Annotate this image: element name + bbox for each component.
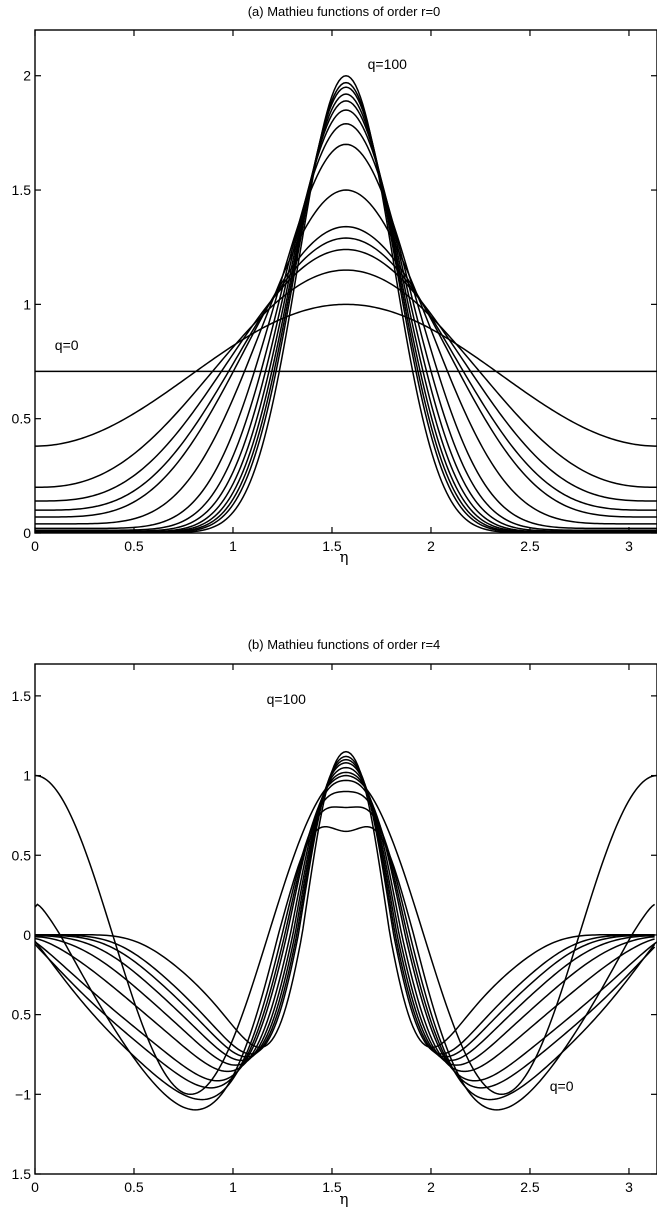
chart-b-ytick-label: 0.5 xyxy=(12,1007,32,1023)
chart-a-xlabel: η xyxy=(340,548,349,566)
chart-a-ytick-label: 2 xyxy=(23,68,31,84)
chart-b-title: (b) Mathieu functions of order r=4 xyxy=(248,637,441,652)
chart-b-xtick-label: 0.5 xyxy=(124,1179,144,1195)
chart-b-series-q40 xyxy=(35,766,655,1066)
chart-a-curves xyxy=(35,74,657,533)
chart-b-annotation: q=0 xyxy=(550,1078,574,1094)
chart-a-series-q70 xyxy=(35,86,657,533)
chart-a-xtick-label: 2.5 xyxy=(520,538,540,554)
panel-a: (a) Mathieu functions of order r=0 η 0 0.… xyxy=(12,4,657,566)
chart-a-series-q40 xyxy=(35,109,657,532)
chart-b-ytick-label: 1 xyxy=(23,768,31,784)
chart-b-annotation: q=100 xyxy=(267,691,307,707)
chart-a-ytick-label: 0 xyxy=(23,525,31,541)
chart-a-xtick-label: 1.5 xyxy=(322,538,342,554)
chart-a-series-q60 xyxy=(35,93,657,533)
chart-a-series-q30 xyxy=(35,122,657,532)
chart-a-series-q10 xyxy=(35,189,657,525)
chart-b-series-q60 xyxy=(35,758,655,1058)
chart-a-xtick-label: 3 xyxy=(625,538,633,554)
chart-a-xtick-label: 2 xyxy=(427,538,435,554)
chart-a-series-q80 xyxy=(35,81,657,533)
chart-b-xtick-label: 1.5 xyxy=(322,1179,342,1195)
chart-b-series-q20 xyxy=(35,779,657,1082)
chart-b-series-q15 xyxy=(35,790,656,1089)
chart-b-series-q70 xyxy=(35,755,655,1055)
chart-b-xtick-label: 0 xyxy=(31,1179,39,1195)
chart-a-xtick-label: 1 xyxy=(229,538,237,554)
chart-b-series-q10 xyxy=(35,806,656,1101)
chart-b-xtick-label: 2.5 xyxy=(520,1179,540,1195)
chart-b-series-q0 xyxy=(35,774,657,1096)
chart-b-ytick-label: 0 xyxy=(23,927,31,943)
chart-a-series-q20 xyxy=(35,143,657,530)
chart-b-series-q50 xyxy=(35,762,655,1062)
chart-a-series-q50 xyxy=(35,100,657,533)
chart-b-series-q5 xyxy=(35,825,656,1111)
chart-a-series-q4 xyxy=(35,237,657,511)
chart-a-title: (a) Mathieu functions of order r=0 xyxy=(248,4,441,19)
chart-a-xtick-label: 0 xyxy=(31,538,39,554)
chart-a-frame xyxy=(34,29,657,534)
chart-b-ytick-label: 1.5 xyxy=(12,1166,32,1182)
chart-a-annotation: q=0 xyxy=(55,337,79,353)
chart-b-curves xyxy=(35,750,657,1111)
chart-b-xlabel: η xyxy=(340,1190,349,1208)
chart-a-annotation: q=100 xyxy=(368,56,408,72)
chart-a-ytick-label: 0.5 xyxy=(12,411,32,427)
chart-a-xtick-label: 0.5 xyxy=(124,538,144,554)
chart-a-ytick-label: 1 xyxy=(23,296,31,312)
chart-b-ytick-label: 1.5 xyxy=(12,688,32,704)
chart-a-series-q1 xyxy=(35,303,657,447)
panel-b: (b) Mathieu functions of order r=4 η 0 0.… xyxy=(12,637,657,1208)
chart-b-xtick-label: 3 xyxy=(625,1179,633,1195)
chart-b-xtick-label: 2 xyxy=(427,1179,435,1195)
chart-b-series-q100 xyxy=(35,750,655,1049)
chart-b-ytick-label: −1 xyxy=(15,1086,31,1102)
chart-b-ytick-label: 0.5 xyxy=(12,847,32,863)
chart-b-frame xyxy=(34,663,657,1175)
chart-b-xtick-label: 1 xyxy=(229,1179,237,1195)
chart-a-series-q2 xyxy=(35,269,657,489)
chart-a-ytick-label: 1.5 xyxy=(12,182,32,198)
chart-b-series-q30 xyxy=(35,771,655,1073)
chart-a-series-q3 xyxy=(35,248,657,502)
chart-a-series-q5 xyxy=(35,225,657,518)
